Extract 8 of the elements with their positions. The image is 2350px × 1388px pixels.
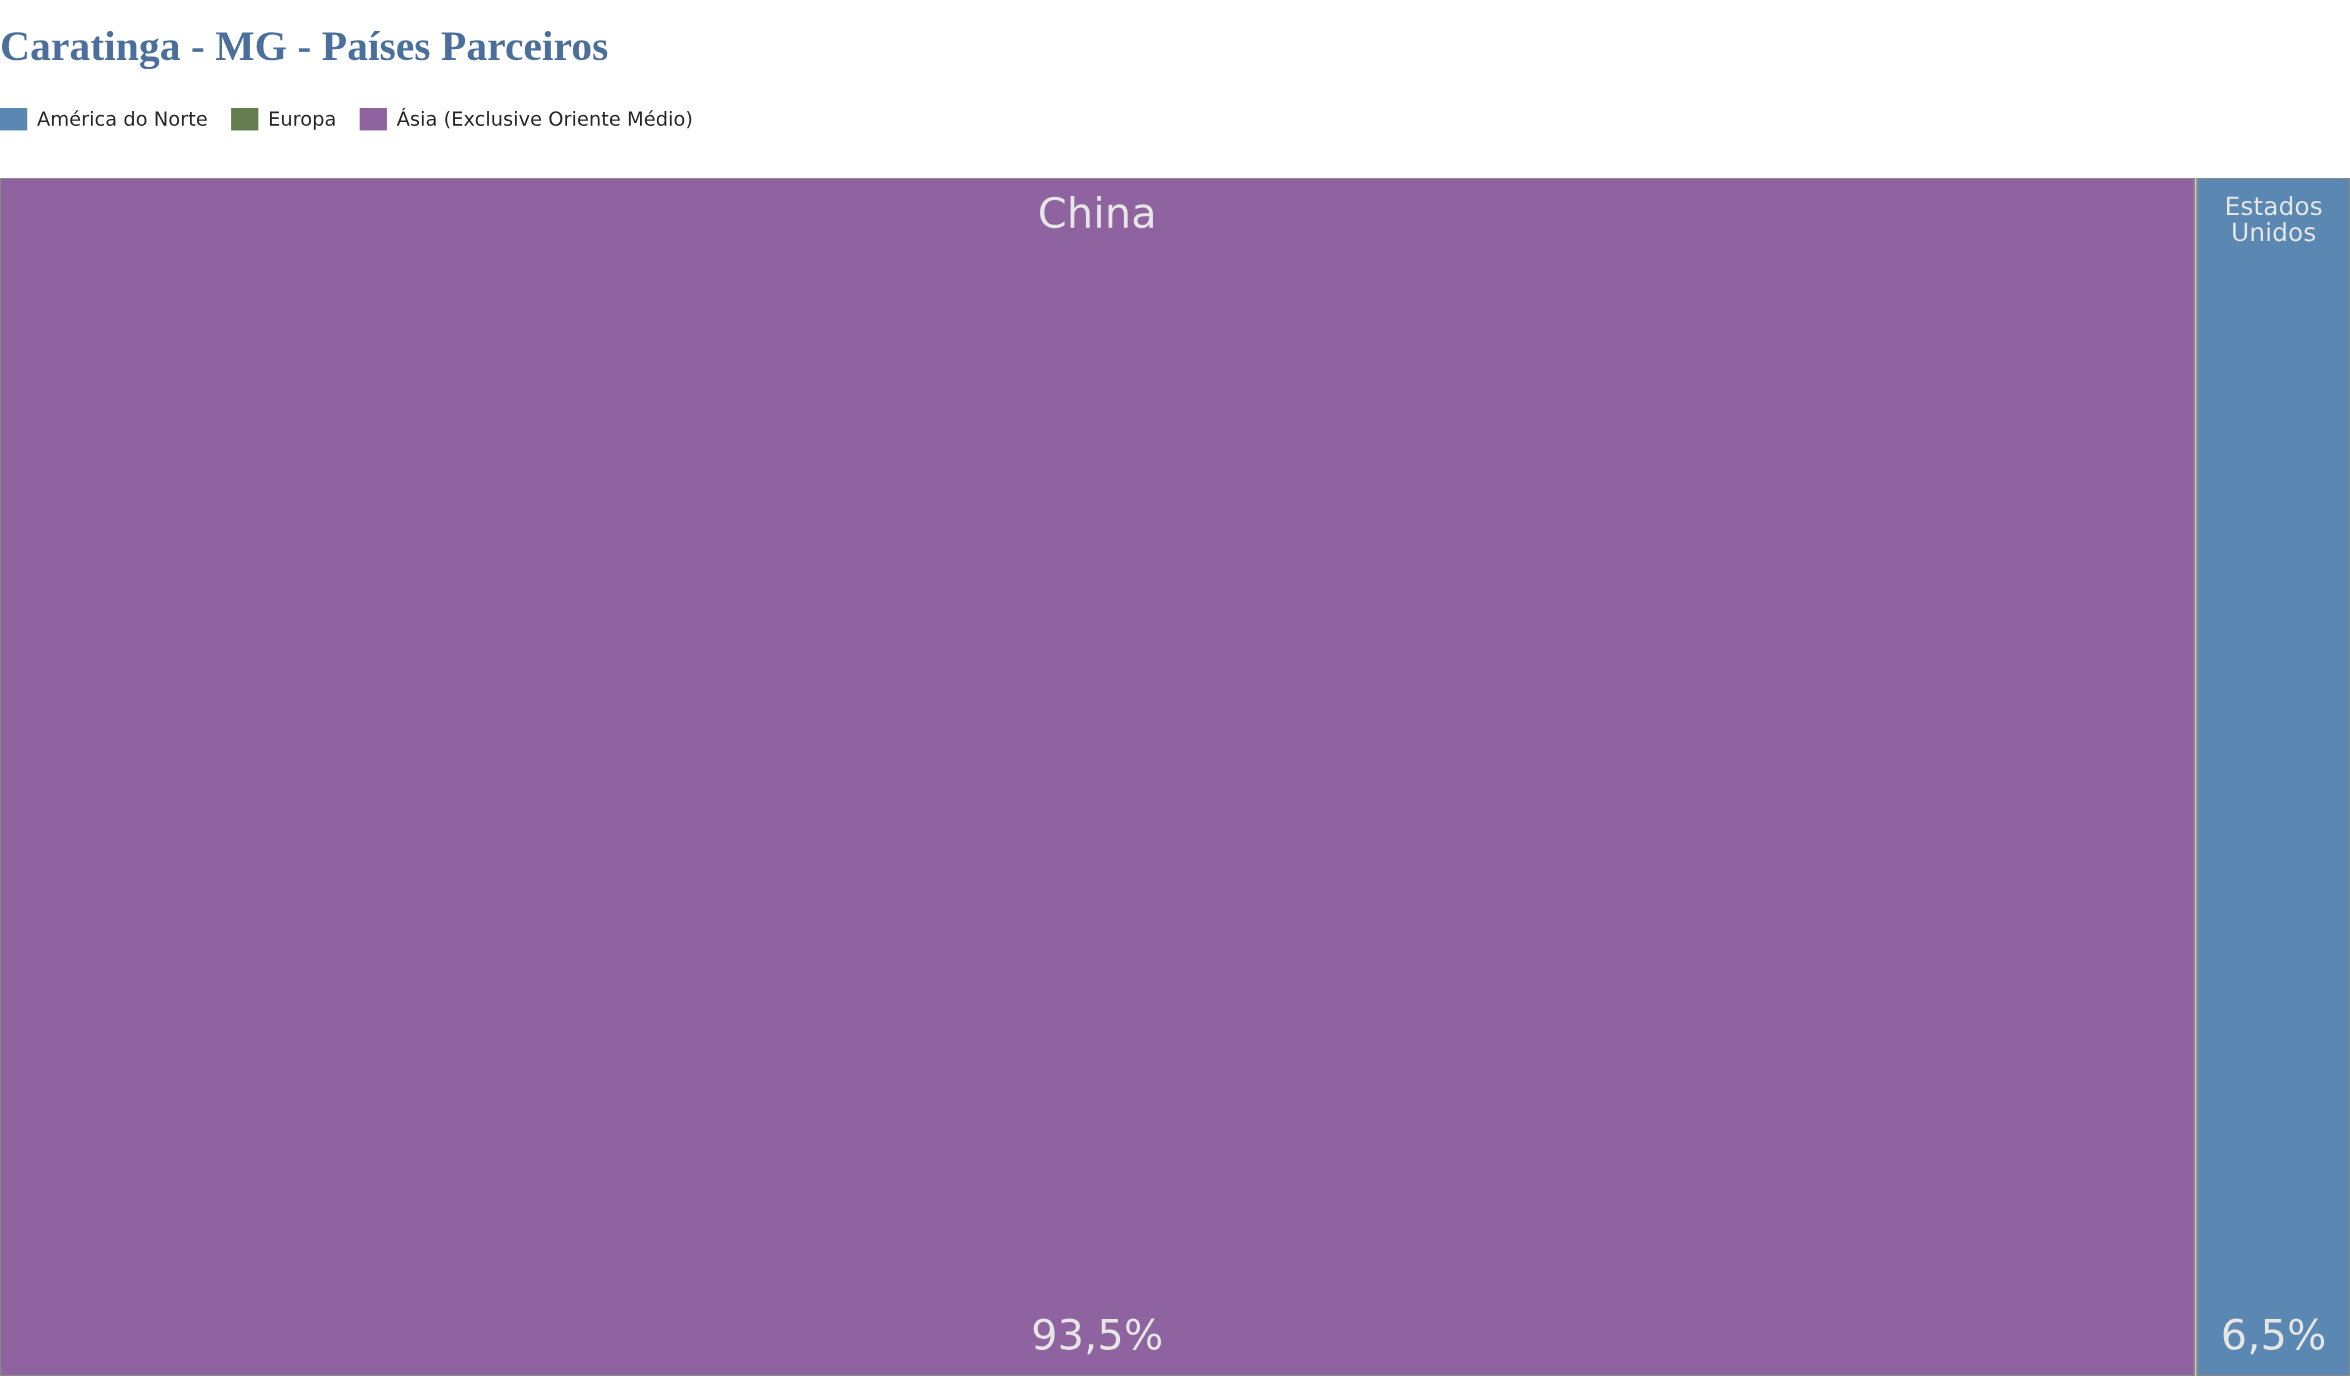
text: Caratinga - MG - Países Parceiros	[2, 30, 608, 70]
legend-label: América do Norte	[37, 110, 207, 126]
legend-label: Europa	[269, 111, 335, 130]
category-label: Estados Unidos	[2227, 195, 2322, 242]
data-label: 6,5%	[2223, 1318, 2325, 1355]
data-label: 93,5%	[1033, 1318, 1162, 1355]
legend-label: Ásia (Exclusive Oriente Médio)	[396, 107, 692, 129]
category-label: China	[1040, 195, 1153, 229]
